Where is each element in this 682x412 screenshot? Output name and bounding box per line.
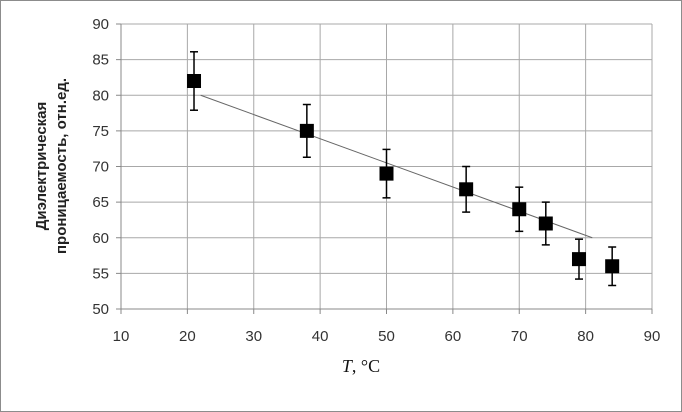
data-point-marker [605,259,620,274]
data-points [187,51,620,287]
y-tick-label: 50 [92,301,109,318]
y-tick-label: 65 [92,194,109,211]
data-point-marker [299,123,314,138]
y-tick-label: 75 [92,123,109,140]
x-axis-label: T, °C [342,356,380,376]
data-point-marker [571,252,586,267]
y-tick-label: 55 [92,265,109,282]
x-tick-label: 90 [644,328,661,345]
y-axis-label-line2: проницаемость, отн.ед. [53,78,70,254]
data-point-marker [538,216,553,231]
trendline-group [200,94,593,239]
axes [116,23,653,314]
x-tick-label: 50 [378,328,395,345]
y-tick-label: 70 [92,159,109,176]
x-axis-label-var: T [342,356,354,376]
data-point-marker [512,202,527,217]
x-tick-label: 60 [445,328,462,345]
data-point-marker [459,182,474,197]
x-tick-label: 30 [245,328,262,345]
y-axis-label-line1: Диэлектрическая [33,102,50,231]
x-tick-label: 20 [179,328,196,345]
x-tick-label: 10 [113,328,130,345]
y-tick-label: 90 [92,16,109,33]
y-tick-label: 85 [92,52,109,69]
data-point-marker [379,166,394,181]
trendline [200,94,593,239]
y-tick-label: 60 [92,230,109,247]
data-point-marker [187,74,202,88]
y-tick-label: 80 [92,87,109,104]
x-tick-label: 70 [511,328,528,345]
x-tick-label: 80 [577,328,594,345]
x-axis-label-unit: , °C [352,356,380,376]
x-tick-label: 40 [312,328,329,345]
tick-labels: 50 55 60 65 70 75 80 85 90 10 20 30 40 50 60 70 80 90 [92,16,660,345]
